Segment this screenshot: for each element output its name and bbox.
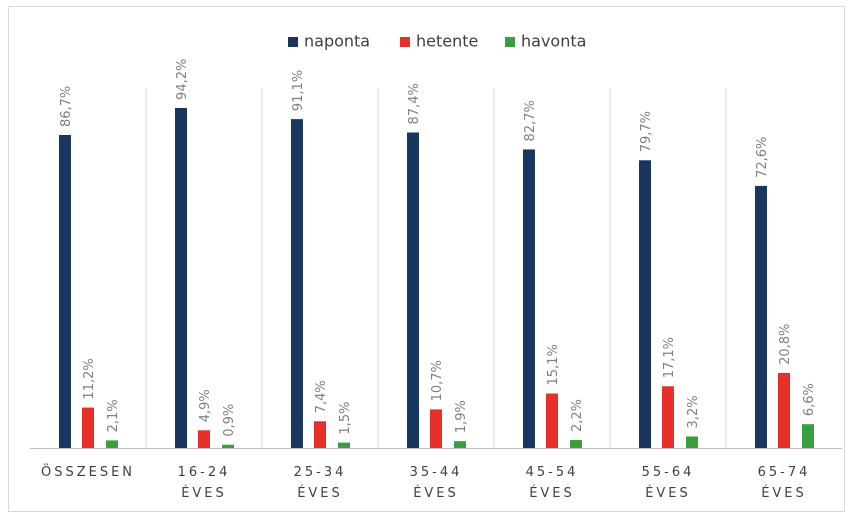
bar (546, 393, 558, 448)
bar (314, 421, 326, 448)
data-label: 0,9% (222, 404, 237, 437)
x-tick-label: 45-54 ÉVES (525, 465, 579, 501)
data-label: 2,1% (106, 399, 121, 432)
data-label: 72,6% (755, 137, 770, 178)
chart-border (8, 6, 845, 512)
data-label: 7,4% (314, 380, 329, 413)
x-tick-label: 25-34 ÉVES (293, 465, 347, 501)
bar (82, 407, 94, 448)
bar (222, 444, 234, 448)
x-tick-label: 65-74 ÉVES (757, 465, 811, 501)
data-label: 86,7% (59, 86, 74, 127)
bar (407, 132, 419, 448)
data-label: 1,5% (338, 402, 353, 435)
data-label: 15,1% (546, 344, 561, 385)
bar (802, 424, 814, 448)
data-label: 87,4% (407, 83, 422, 124)
x-tick-label: 55-64 ÉVES (641, 465, 695, 501)
data-label: 3,2% (686, 395, 701, 428)
legend-label: hetente (416, 32, 478, 51)
legend-label: havonta (521, 32, 586, 51)
bar (639, 160, 651, 448)
bar (430, 409, 442, 448)
data-label: 1,9% (454, 400, 469, 433)
x-tick-label: 16-24 ÉVES (177, 465, 231, 501)
data-label: 2,2% (570, 399, 585, 432)
bar (454, 441, 466, 448)
data-label: 82,7% (523, 100, 538, 141)
legend-swatch (505, 37, 515, 47)
bar (755, 185, 767, 448)
data-label: 11,2% (82, 358, 97, 399)
legend-swatch (400, 37, 410, 47)
data-label: 91,1% (291, 70, 306, 111)
data-label: 4,9% (198, 389, 213, 422)
bar (662, 386, 674, 448)
bar (523, 149, 535, 448)
bar (570, 440, 582, 448)
data-label: 10,7% (430, 360, 445, 401)
bar (198, 430, 210, 448)
legend-swatch (288, 37, 298, 47)
data-label: 79,7% (639, 111, 654, 152)
x-tick-label: 35-44 ÉVES (409, 465, 463, 501)
bar (175, 107, 187, 449)
bar (59, 135, 71, 448)
bar (778, 372, 790, 448)
data-label: 6,6% (802, 383, 817, 416)
data-label: 20,8% (778, 324, 793, 365)
bar (291, 119, 303, 448)
bar (338, 442, 350, 448)
data-label: 94,2% (175, 59, 190, 100)
bar (686, 436, 698, 448)
x-tick-label: ÖSSZESEN (40, 465, 136, 480)
data-label: 17,1% (662, 337, 677, 378)
bar (106, 440, 118, 448)
legend-label: naponta (304, 32, 370, 51)
